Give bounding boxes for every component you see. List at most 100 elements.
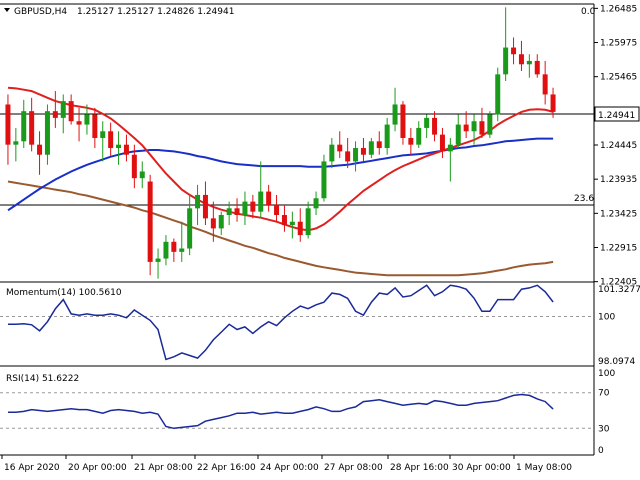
candle	[187, 194, 193, 256]
candle	[416, 121, 422, 149]
price-tick-label: 1.22915	[600, 244, 637, 254]
candle	[92, 107, 98, 149]
corner-value: 0.0	[581, 7, 596, 17]
momentum-tick-label: 101.3277	[598, 285, 640, 295]
candle	[13, 127, 19, 162]
candle	[408, 127, 414, 155]
candle	[266, 184, 272, 212]
candle	[345, 137, 351, 169]
time-tick-label: 30 Apr 00:00	[452, 463, 511, 473]
candle	[195, 184, 201, 226]
time-axis: 16 Apr 2020 20 Apr 00:00 21 Apr 08:00 22 Ap…	[1, 455, 572, 473]
candle	[384, 117, 390, 155]
candle	[84, 104, 90, 135]
momentum-panel[interactable]: Momentum(14) 100.5610 101.3277 100 98.0974	[0, 284, 640, 367]
candle	[100, 121, 106, 162]
candle	[305, 201, 311, 239]
price-tick-label: 1.25975	[600, 39, 637, 49]
rsi-tick-label: 100	[598, 369, 615, 379]
candle	[313, 191, 319, 216]
sma-fast-line	[7, 86, 554, 232]
candle	[108, 122, 114, 157]
candle	[447, 137, 453, 182]
rsi-line	[8, 393, 554, 430]
current-price-label: 1.24941	[598, 111, 635, 121]
candle	[155, 248, 161, 279]
candle	[179, 221, 185, 262]
candle	[171, 238, 177, 262]
dropdown-triangle-icon[interactable]	[4, 8, 10, 12]
candle	[526, 54, 532, 78]
candle	[289, 211, 295, 239]
price-panel[interactable]: 23.6 1.264851.259751.254651.249551.24445…	[0, 3, 640, 455]
candle	[68, 94, 74, 125]
candle	[250, 194, 256, 219]
candle	[463, 111, 469, 138]
candle	[37, 131, 43, 175]
candle	[116, 131, 122, 165]
moving-averages	[7, 86, 554, 277]
price-tick-label: 1.24445	[600, 141, 637, 151]
rsi-panel[interactable]: RSI(14) 51.6222 100 70 30 0	[0, 369, 615, 456]
candle	[550, 87, 556, 118]
candle	[432, 111, 438, 142]
time-tick-label: 24 Apr 00:00	[260, 463, 319, 473]
candle	[360, 137, 366, 162]
candle	[471, 114, 477, 145]
momentum-tick-label: 100	[598, 313, 615, 323]
candle	[139, 161, 145, 189]
rsi-series	[8, 393, 554, 430]
candle	[123, 134, 129, 162]
candle	[321, 154, 327, 202]
candle	[511, 37, 517, 65]
symbol-label: GBPUSD,H4	[14, 7, 67, 17]
candle	[60, 94, 66, 134]
candle	[439, 127, 445, 159]
candle	[479, 107, 485, 138]
rsi-tick-label: 70	[598, 389, 610, 399]
time-tick-label: 20 Apr 00:00	[68, 463, 127, 473]
candle	[210, 201, 216, 242]
price-tick-label: 1.26485	[600, 4, 637, 14]
candle	[424, 114, 430, 138]
current-price-box	[594, 106, 640, 122]
candle	[5, 94, 11, 165]
candle	[297, 208, 303, 242]
time-tick-label: 1 May 08:00	[516, 463, 572, 473]
momentum-title: Momentum(14) 100.5610	[6, 288, 122, 298]
rsi-tick-label: 30	[598, 424, 610, 434]
candle	[503, 7, 509, 82]
rsi-title: RSI(14) 51.6222	[6, 374, 79, 384]
time-tick-label: 27 Apr 08:00	[324, 463, 383, 473]
candle	[329, 137, 335, 169]
candle	[353, 141, 359, 172]
price-tick-label: 1.23425	[600, 209, 637, 219]
candle	[534, 54, 540, 78]
momentum-line	[8, 284, 554, 361]
rsi-tick-label: 0	[598, 446, 604, 456]
candle	[147, 174, 153, 276]
price-tick-label: 1.22405	[600, 278, 637, 288]
candle	[234, 198, 240, 222]
price-tick-label: 1.25465	[600, 73, 637, 83]
time-tick-label: 28 Apr 16:00	[390, 463, 449, 473]
candle	[21, 99, 27, 149]
candle	[202, 181, 208, 226]
candle	[392, 87, 398, 132]
candle	[281, 204, 287, 232]
ohlc-values: 1.25127 1.25127 1.24826 1.24941	[77, 7, 234, 17]
candle	[258, 161, 264, 219]
sma-mid-line	[7, 137, 554, 212]
candle	[52, 91, 58, 128]
candle	[455, 114, 461, 149]
candle	[368, 137, 374, 159]
momentum-tick-label: 98.0974	[598, 357, 635, 367]
rsi-axis: 100 70 30 0	[598, 369, 615, 456]
candle	[163, 235, 169, 266]
fibonacci-level-label: 23.6	[574, 194, 594, 204]
candle	[542, 60, 548, 105]
candle	[76, 107, 82, 142]
candle	[44, 104, 50, 165]
candle	[518, 40, 524, 71]
